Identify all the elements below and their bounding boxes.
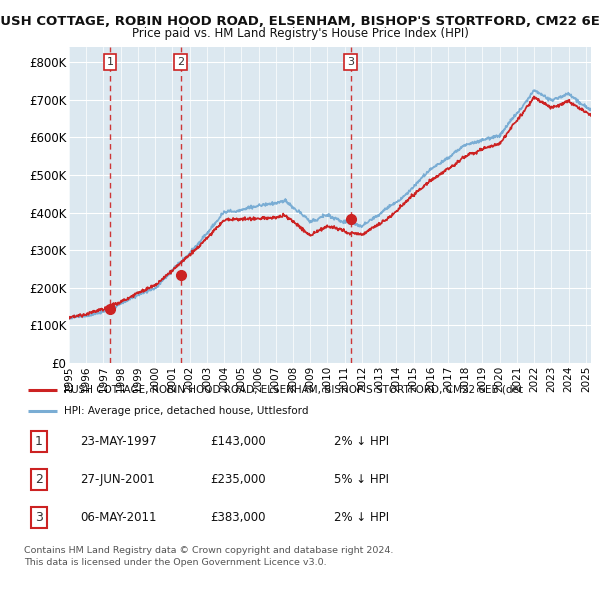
Text: 1: 1: [107, 57, 113, 67]
Text: 23-MAY-1997: 23-MAY-1997: [80, 435, 157, 448]
Text: Price paid vs. HM Land Registry's House Price Index (HPI): Price paid vs. HM Land Registry's House …: [131, 27, 469, 40]
Text: 2: 2: [177, 57, 184, 67]
Text: £383,000: £383,000: [210, 511, 265, 524]
Text: HPI: Average price, detached house, Uttlesford: HPI: Average price, detached house, Uttl…: [64, 406, 309, 416]
Text: 2% ↓ HPI: 2% ↓ HPI: [334, 511, 389, 524]
Text: This data is licensed under the Open Government Licence v3.0.: This data is licensed under the Open Gov…: [24, 558, 326, 567]
Text: 3: 3: [35, 511, 43, 524]
Text: 27-JUN-2001: 27-JUN-2001: [80, 473, 155, 486]
Text: 1: 1: [35, 435, 43, 448]
Text: £235,000: £235,000: [210, 473, 265, 486]
Text: 3: 3: [347, 57, 354, 67]
Text: Contains HM Land Registry data © Crown copyright and database right 2024.: Contains HM Land Registry data © Crown c…: [24, 546, 394, 555]
Text: RUSH COTTAGE, ROBIN HOOD ROAD, ELSENHAM, BISHOP'S STORTFORD, CM22 6EB (det: RUSH COTTAGE, ROBIN HOOD ROAD, ELSENHAM,…: [64, 385, 523, 395]
Text: RUSH COTTAGE, ROBIN HOOD ROAD, ELSENHAM, BISHOP'S STORTFORD, CM22 6EB: RUSH COTTAGE, ROBIN HOOD ROAD, ELSENHAM,…: [0, 15, 600, 28]
Text: 06-MAY-2011: 06-MAY-2011: [80, 511, 157, 524]
Text: 2% ↓ HPI: 2% ↓ HPI: [334, 435, 389, 448]
Text: 5% ↓ HPI: 5% ↓ HPI: [334, 473, 389, 486]
Text: 2: 2: [35, 473, 43, 486]
Text: £143,000: £143,000: [210, 435, 266, 448]
